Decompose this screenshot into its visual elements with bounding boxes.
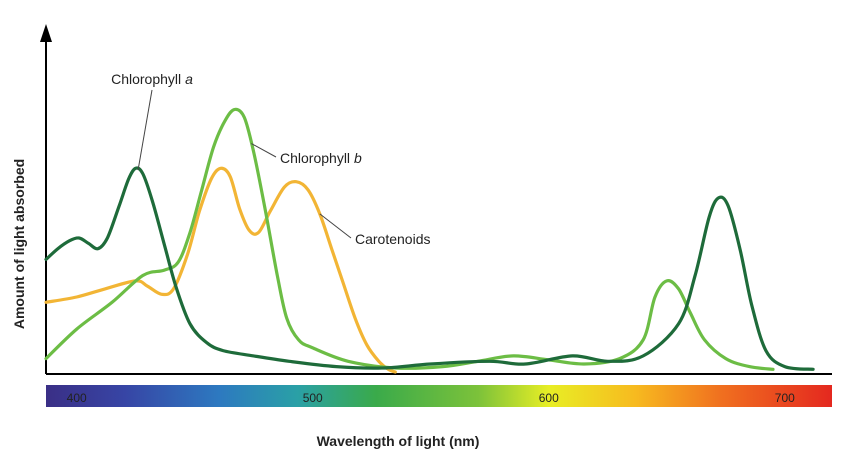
x-axis-label: Wavelength of light (nm) xyxy=(317,433,480,449)
series-line-chlorophyll-a xyxy=(44,166,815,371)
y-axis-label: Amount of light absorbed xyxy=(11,159,27,329)
spectrum-bar xyxy=(46,385,832,407)
x-tick-labels: 400 500 600 700 xyxy=(67,391,795,405)
label-name: Chlorophyll xyxy=(280,150,350,166)
x-tick-label-700: 700 xyxy=(775,391,795,405)
leader-carotenoids xyxy=(319,213,352,239)
label-leaders xyxy=(137,89,352,239)
curves xyxy=(44,107,815,374)
x-tick-label-600: 600 xyxy=(539,391,559,405)
label-suffix: a xyxy=(185,71,193,87)
label-chlorophyll-b: Chlorophyll b xyxy=(280,150,362,166)
label-carotenoids: Carotenoids xyxy=(355,231,431,247)
y-axis-arrow xyxy=(40,24,52,42)
leader-chlorophyll-b xyxy=(251,143,277,158)
label-suffix: b xyxy=(354,150,362,166)
label-name: Carotenoids xyxy=(355,231,431,247)
label-chlorophyll-a: Chlorophyll a xyxy=(111,71,193,87)
series-line-carotenoids xyxy=(44,166,397,374)
label-name: Chlorophyll xyxy=(111,71,181,87)
axes xyxy=(40,24,832,375)
x-tick-label-400: 400 xyxy=(67,391,87,405)
series-line-chlorophyll-b xyxy=(44,107,775,371)
x-tick-label-500: 500 xyxy=(303,391,323,405)
leader-chlorophyll-a xyxy=(137,89,153,171)
